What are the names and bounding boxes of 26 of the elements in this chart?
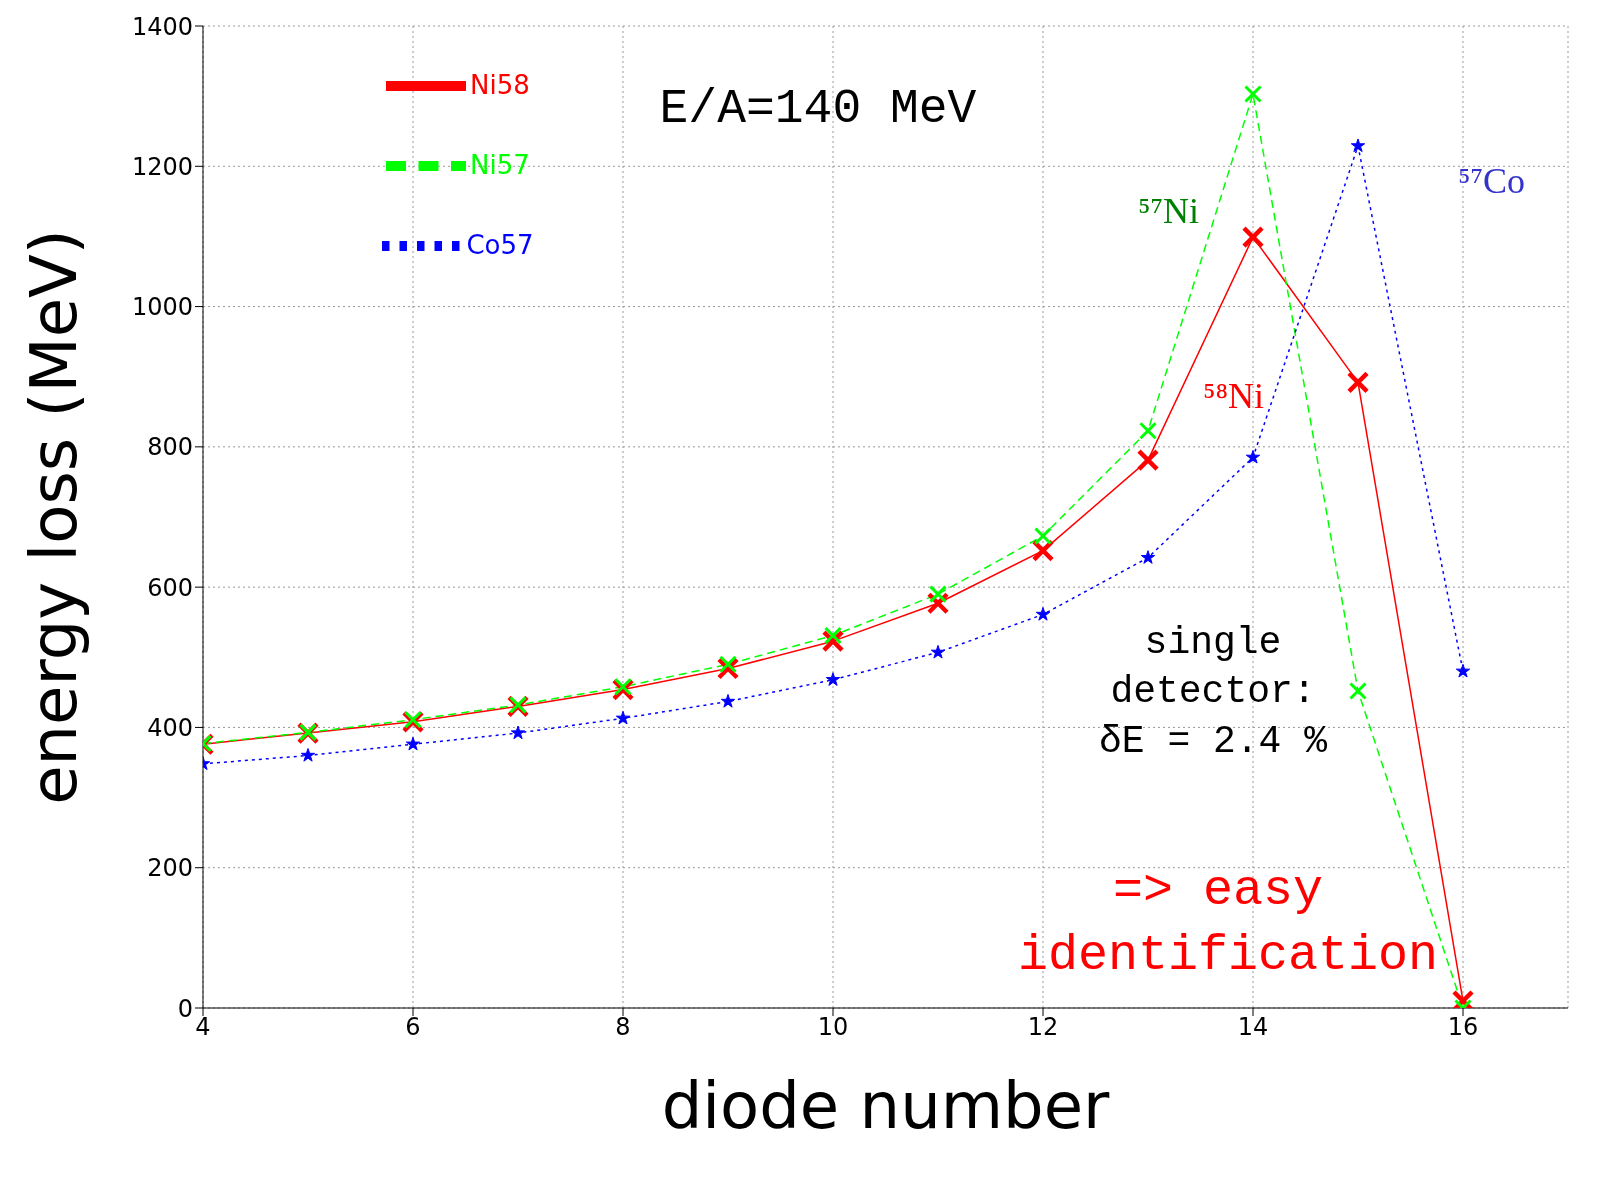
y-tick-label: 1200: [131, 152, 193, 181]
y-axis-title: energy loss (MeV): [16, 229, 91, 805]
annotation: ⁵⁷Ni: [1138, 190, 1200, 233]
x-axis-title: diode number: [661, 1069, 1111, 1143]
x-tick-label: 4: [195, 1013, 211, 1042]
x-tick-label: 8: [615, 1013, 631, 1042]
y-tick-label: 800: [147, 433, 193, 462]
y-tick-label: 1400: [131, 12, 193, 41]
y-tick-label: 0: [177, 994, 193, 1023]
legend-label: Co57: [466, 229, 534, 260]
x-tick-label: 6: [405, 1013, 421, 1042]
annotation: ⁵⁸Ni: [1203, 375, 1265, 418]
x-tick-label: 14: [1237, 1013, 1269, 1042]
legend-label: Ni58: [470, 69, 530, 100]
x-tick-label: 10: [817, 1013, 849, 1042]
annotation: E/A=140 MeV: [658, 81, 978, 138]
x-tick-label: 12: [1027, 1013, 1059, 1042]
y-tick-label: 1000: [131, 293, 193, 322]
x-tick-label: 16: [1447, 1013, 1479, 1042]
annotation: => easy identification: [1018, 861, 1439, 986]
y-tick-label: 200: [147, 854, 193, 883]
annotation: ⁵⁷Co: [1458, 160, 1526, 203]
legend-label: Ni57: [470, 149, 530, 180]
y-tick-label: 400: [147, 713, 193, 742]
y-tick-label: 600: [147, 573, 193, 602]
annotation: single detector: δE = 2.4 %: [1097, 620, 1328, 765]
